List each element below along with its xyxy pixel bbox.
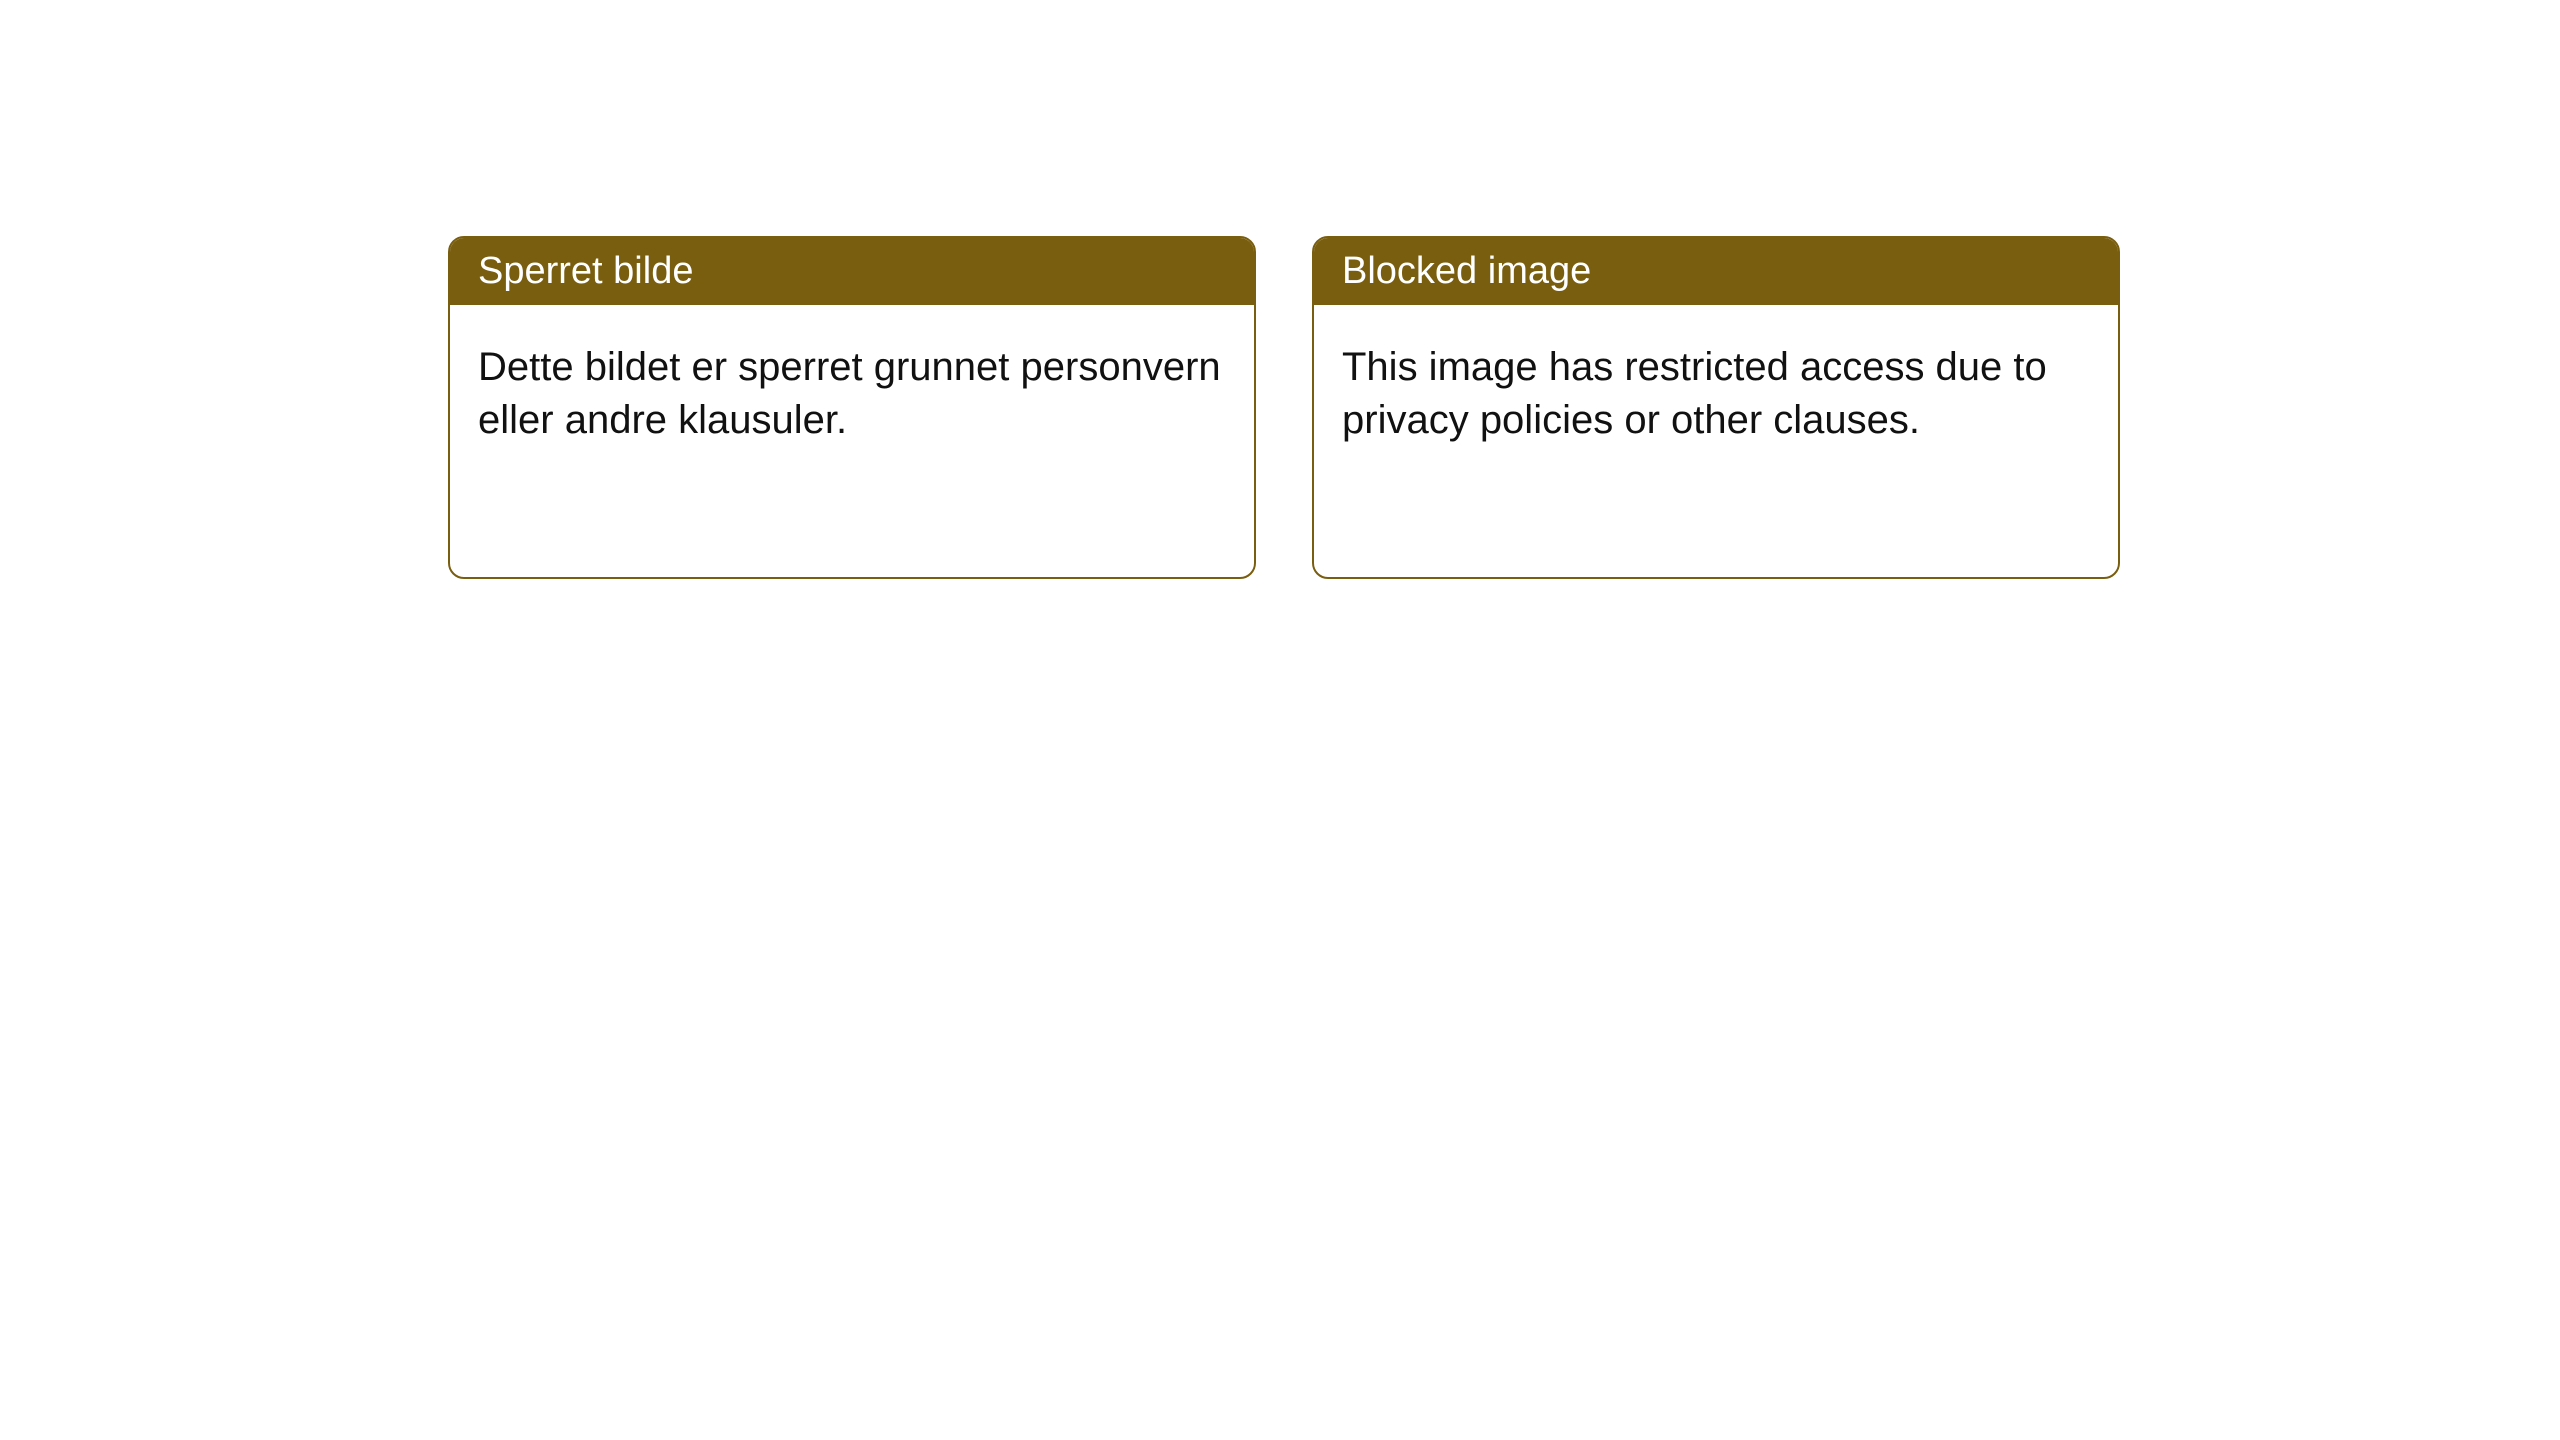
card-header: Sperret bilde <box>450 238 1254 305</box>
card-title: Sperret bilde <box>478 250 693 292</box>
card-header: Blocked image <box>1314 238 2118 305</box>
blocked-image-card-en: Blocked image This image has restricted … <box>1312 236 2120 579</box>
card-body: Dette bildet er sperret grunnet personve… <box>450 305 1254 577</box>
notice-cards-row: Sperret bilde Dette bildet er sperret gr… <box>448 236 2120 579</box>
card-body: This image has restricted access due to … <box>1314 305 2118 577</box>
blocked-image-card-no: Sperret bilde Dette bildet er sperret gr… <box>448 236 1256 579</box>
card-message: Dette bildet er sperret grunnet personve… <box>478 341 1226 447</box>
card-title: Blocked image <box>1342 250 1591 292</box>
card-message: This image has restricted access due to … <box>1342 341 2090 447</box>
